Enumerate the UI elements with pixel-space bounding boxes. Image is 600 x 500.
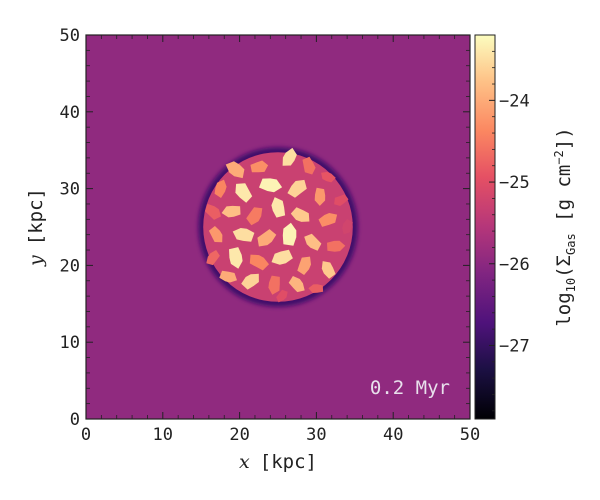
colorbar-label-exp: −2 [552, 150, 566, 164]
colorbar-label-log-sub: 10 [564, 278, 578, 292]
y-tick-label: 0 [70, 410, 80, 430]
colorbar-label-sigma-sub: Gas [564, 233, 578, 255]
gas-clump [241, 273, 259, 290]
colorbar-tick-label: −27 [499, 336, 530, 356]
y-tick-label: 40 [60, 103, 80, 123]
gas-clump [229, 247, 243, 269]
colorbar-tick-label: −26 [499, 255, 530, 275]
gas-clump [206, 250, 220, 266]
gas-clump [225, 161, 245, 179]
gas-clump [302, 156, 316, 175]
gas-clump [287, 179, 307, 198]
gas-clump [268, 275, 280, 295]
x-tick-label: 20 [229, 425, 249, 445]
gas-clump [259, 178, 283, 193]
gas-clump [327, 240, 346, 252]
gas-clump [308, 284, 324, 293]
gas-clump [246, 207, 263, 226]
colorbar [474, 34, 496, 420]
x-axis-label: x [kpc] [239, 451, 317, 473]
gas-clump [276, 289, 288, 303]
y-tick-label: 20 [60, 256, 80, 276]
x-tick-label: 40 [383, 425, 403, 445]
x-tick-label: 10 [153, 425, 173, 445]
gas-clump [288, 276, 305, 293]
gas-clump [271, 249, 293, 265]
colorbar-ticks: −24 −25 −26 −27 [489, 34, 530, 412]
plot-area [86, 35, 470, 419]
colorbar-tick-label: −25 [499, 173, 530, 193]
gas-clump [314, 187, 326, 206]
gas-clump [250, 160, 269, 173]
colorbar-label: log10(ΣGas [g cm−2]) [552, 127, 578, 326]
x-tick-label: 0 [81, 425, 91, 445]
y-axis-ticks: 0 10 20 30 40 50 [60, 26, 470, 430]
gas-clumps [204, 147, 353, 303]
gas-clump [219, 270, 237, 283]
colorbar-label-close: ]) [553, 127, 575, 150]
y-axis-label-var: y [25, 255, 47, 267]
colorbar-label-sigma: (Σ [553, 255, 575, 278]
gas-clump [318, 213, 338, 227]
gas-clump [208, 226, 223, 243]
gas-clump [214, 179, 227, 198]
gas-clump [257, 229, 277, 247]
x-axis-label-unit: [kpc] [260, 451, 317, 473]
gas-clump [271, 197, 286, 218]
x-axis-ticks: 0 10 20 30 40 50 [81, 35, 480, 445]
gas-clump [290, 207, 310, 222]
y-tick-label: 50 [60, 26, 80, 46]
y-axis-label: y [kpc] [25, 188, 47, 267]
gas-clump [249, 254, 269, 271]
x-axis-label-var: x [239, 451, 250, 473]
time-annotation: 0.2 Myr [370, 377, 450, 399]
gas-clump [282, 222, 297, 246]
gas-clump [232, 228, 255, 242]
colorbar-tick-label: −24 [499, 91, 530, 111]
x-tick-label: 30 [306, 425, 326, 445]
gas-clump [321, 171, 336, 183]
gas-clump [282, 147, 297, 166]
gas-clump [235, 183, 253, 203]
plot-frame [85, 34, 471, 420]
y-axis-label-unit: [kpc] [25, 188, 47, 245]
gas-clump [297, 256, 311, 275]
y-tick-label: 10 [60, 333, 80, 353]
gas-clump [304, 233, 322, 251]
gas-clump [221, 205, 241, 218]
gas-clump [334, 194, 349, 206]
gas-clump [321, 261, 336, 279]
colorbar-label-units: [g cm [553, 165, 575, 234]
y-tick-label: 30 [60, 180, 80, 200]
x-tick-label: 50 [460, 425, 480, 445]
gas-clump [342, 219, 353, 235]
colorbar-label-log: log [553, 292, 575, 326]
gas-clump [204, 203, 222, 220]
